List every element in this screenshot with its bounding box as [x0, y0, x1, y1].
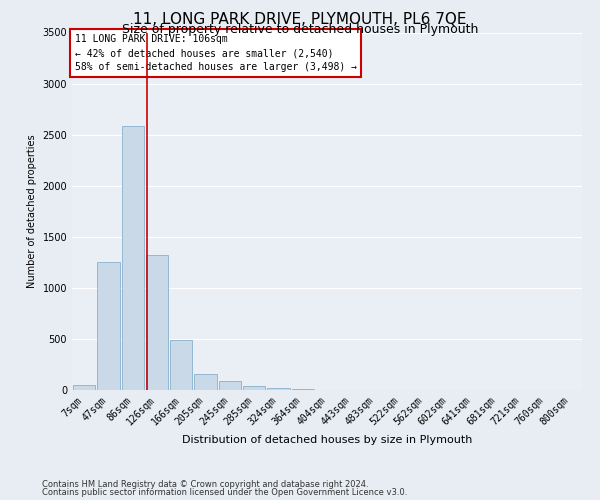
Y-axis label: Number of detached properties: Number of detached properties [27, 134, 37, 288]
Text: Contains public sector information licensed under the Open Government Licence v3: Contains public sector information licen… [42, 488, 407, 497]
Text: 11 LONG PARK DRIVE: 106sqm
← 42% of detached houses are smaller (2,540)
58% of s: 11 LONG PARK DRIVE: 106sqm ← 42% of deta… [74, 34, 356, 72]
Bar [97, 262, 119, 390]
Bar [146, 255, 168, 390]
Bar [170, 340, 193, 390]
Bar [194, 374, 217, 390]
Bar [243, 386, 265, 390]
Bar [73, 385, 95, 390]
Text: Contains HM Land Registry data © Crown copyright and database right 2024.: Contains HM Land Registry data © Crown c… [42, 480, 368, 489]
Bar [122, 126, 144, 390]
X-axis label: Distribution of detached houses by size in Plymouth: Distribution of detached houses by size … [182, 435, 472, 445]
Bar [218, 381, 241, 390]
Text: Size of property relative to detached houses in Plymouth: Size of property relative to detached ho… [122, 22, 478, 36]
Text: 11, LONG PARK DRIVE, PLYMOUTH, PL6 7QE: 11, LONG PARK DRIVE, PLYMOUTH, PL6 7QE [133, 12, 467, 28]
Bar [267, 388, 290, 390]
